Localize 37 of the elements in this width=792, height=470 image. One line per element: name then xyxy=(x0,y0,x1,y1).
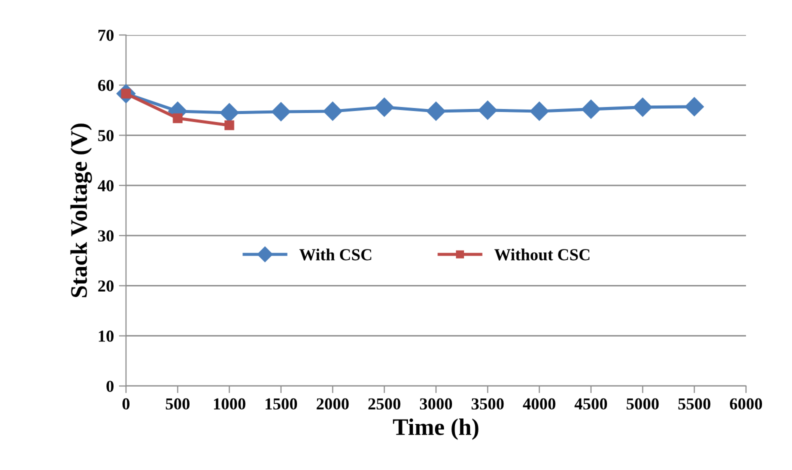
x-tick-label: 3000 xyxy=(420,398,452,410)
x-tick-label: 1000 xyxy=(214,398,246,410)
x-tick-label: 0 xyxy=(122,398,130,410)
y-tick-label: 0 xyxy=(106,380,114,392)
x-tick-label: 2500 xyxy=(368,398,400,410)
x-tick-label: 5000 xyxy=(626,398,659,410)
point xyxy=(224,120,234,130)
x-axis-title: Time (h) xyxy=(392,418,478,440)
point xyxy=(478,100,498,120)
point xyxy=(323,102,342,121)
y-tick-label: 40 xyxy=(98,180,114,192)
point xyxy=(220,103,239,122)
point xyxy=(271,102,291,122)
x-tick-label: 5500 xyxy=(678,398,710,410)
point xyxy=(581,100,601,119)
y-tick-label: 20 xyxy=(98,280,114,292)
x-tick-label: 4500 xyxy=(574,398,608,410)
point xyxy=(172,113,183,124)
legend-label: With CSC xyxy=(299,248,372,260)
point xyxy=(374,98,394,117)
y-tick-label: 60 xyxy=(98,80,114,92)
x-tick-label: 4000 xyxy=(522,398,556,410)
point xyxy=(684,97,704,116)
point xyxy=(530,102,549,121)
y-tick-label: 70 xyxy=(98,30,114,41)
y-tick-label: 30 xyxy=(98,230,114,242)
legend-label: Without CSC xyxy=(494,248,590,260)
x-tick-label: 1500 xyxy=(266,398,298,410)
x-tick-label: 6000 xyxy=(730,398,762,410)
x-tick-label: 3500 xyxy=(472,398,504,410)
point xyxy=(633,98,652,117)
y-tick-label: 10 xyxy=(98,330,114,342)
point xyxy=(426,102,446,121)
x-tick-label: 500 xyxy=(166,398,190,410)
y-axis-title: Stack Voltage (V) xyxy=(70,124,92,298)
x-tick-label: 2000 xyxy=(316,398,349,410)
y-tick-label: 50 xyxy=(98,130,114,142)
